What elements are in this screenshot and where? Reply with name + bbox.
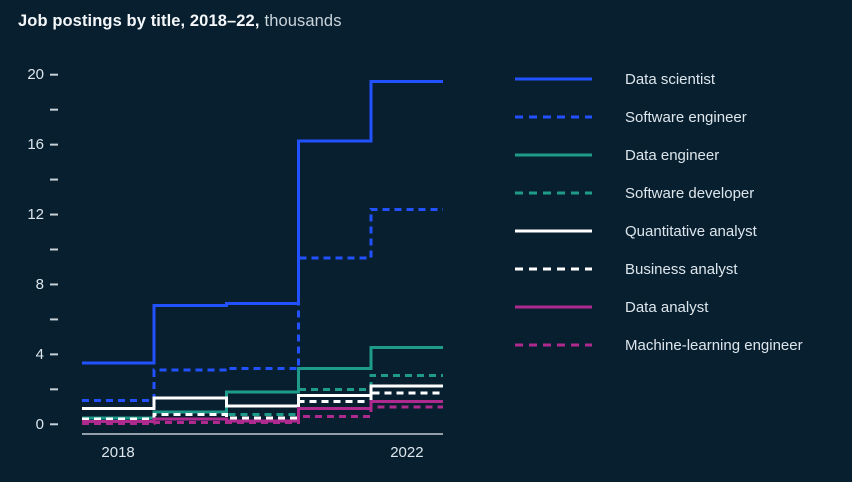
x-axis-label-2018: 2018 [101,444,134,461]
legend-label: Data scientist [625,70,716,88]
series-line-data-scientist [82,80,443,365]
series-line-data-analyst [82,400,443,424]
legend-label: Data engineer [625,146,720,164]
legend-label: Software developer [625,184,755,202]
y-axis-label: 20 [27,66,44,83]
legend-item-business-analyst: Business analyst [515,250,845,288]
solid-line-swatch-icon [515,153,592,157]
legend-item-data-scientist: Data scientist [515,60,845,98]
solid-line-swatch-icon [515,77,592,81]
legend-label: Business analyst [625,260,738,278]
solid-line-swatch-icon [515,305,592,309]
legend-label: Quantitative analyst [625,222,757,240]
solid-line-swatch-icon [515,229,592,233]
dashed-line-swatch-icon [515,191,592,195]
legend-item-data-analyst: Data analyst [515,288,845,326]
y-axis-label: 16 [27,136,44,153]
y-axis-label: 0 [36,416,44,433]
y-axis-label: 4 [36,346,44,363]
y-axis-label: 12 [27,206,44,223]
chart-title-main: Job postings by title, 2018–22, [18,12,260,30]
chart-title: Job postings by title, 2018–22, thousands [18,12,342,31]
dashed-line-swatch-icon [515,343,592,347]
legend-item-software-developer: Software developer [515,174,845,212]
legend-label: Machine-learning engineer [625,336,803,354]
chart-title-unit: thousands [264,12,342,30]
y-axis-label: 8 [36,276,44,293]
legend-item-data-engineer: Data engineer [515,136,845,174]
legend-item-quantitative-analyst: Quantitative analyst [515,212,845,250]
series-line-machine-learning-engineer [82,405,443,425]
series-line-quantitative-analyst [82,384,443,411]
chart-legend: Data scientist Software engineer Data engi… [515,60,845,364]
dashed-line-swatch-icon [515,115,592,119]
legend-item-software-engineer: Software engineer [515,98,845,136]
series-line-software-engineer [82,207,443,403]
series-line-business-analyst [82,391,443,421]
legend-label: Data analyst [625,298,709,316]
legend-label: Software engineer [625,108,747,126]
x-axis-label-2022: 2022 [390,444,423,461]
series-line-software-developer [82,373,443,421]
dashed-line-swatch-icon [515,267,592,271]
legend-item-machine-learning-engineer: Machine-learning engineer [515,326,845,364]
